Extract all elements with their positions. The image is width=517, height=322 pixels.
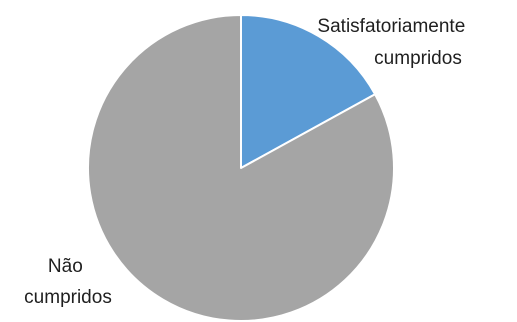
slice-label-nao-cumpridos: Não cumpridos [24,256,112,308]
pie-slices [87,14,395,322]
slice-label-satisfatoriamente-line2: cumpridos [374,48,462,69]
slice-label-nao-cumpridos-line1: Não [48,256,83,277]
slice-label-satisfatoriamente-line1: Satisfatoriamente [317,16,465,37]
pie-slice-nao-cumpridos [87,14,395,322]
slice-label-nao-cumpridos-line2: cumpridos [24,287,112,308]
pie-labels: Satisfatoriamente cumpridos Não cumprido… [24,16,470,308]
pie-slice-satisfatoriamente-cumpridos [240,14,377,169]
slice-label-satisfatoriamente: Satisfatoriamente cumpridos [317,16,470,69]
